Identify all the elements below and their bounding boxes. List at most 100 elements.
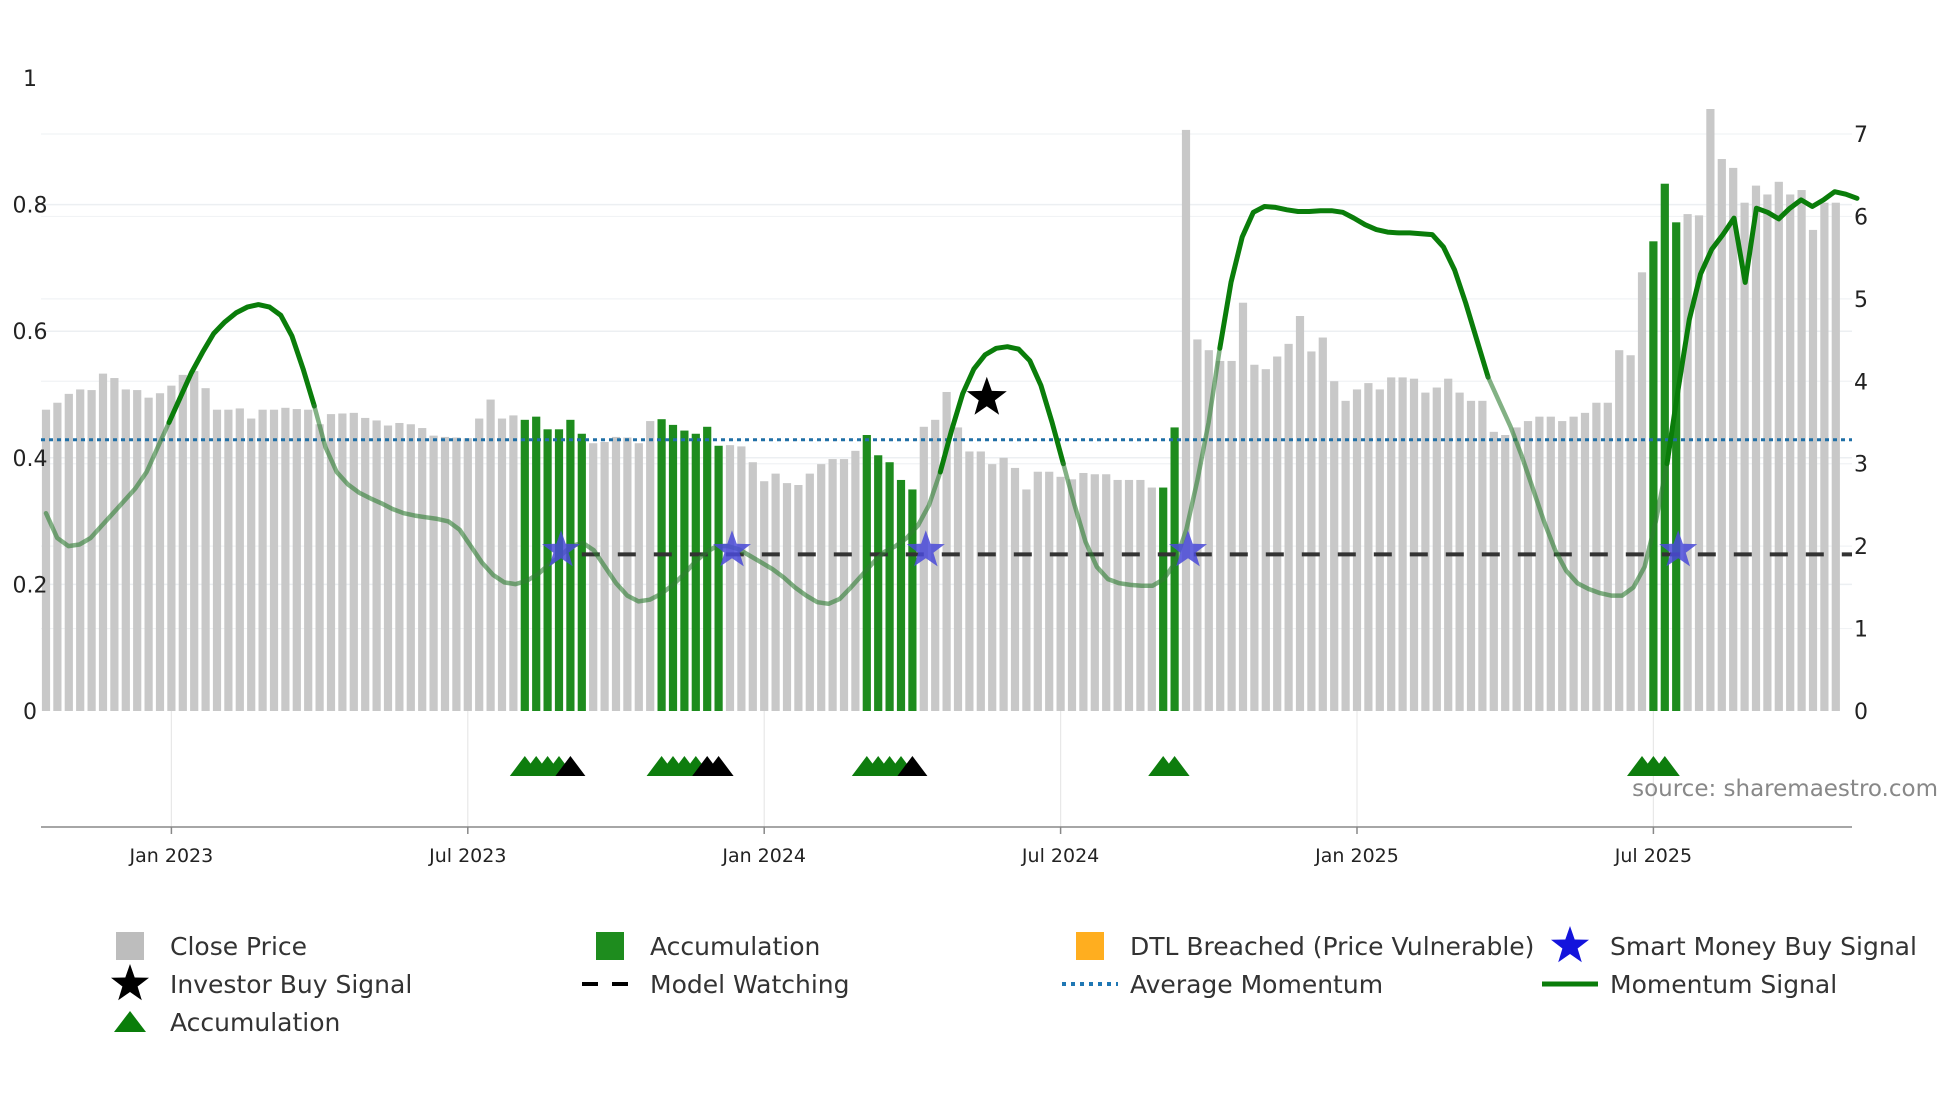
close-price-bar — [1181, 129, 1191, 711]
smart-money-buy-star — [1659, 530, 1698, 567]
accumulation-bar — [520, 419, 529, 711]
close-price-bar — [1637, 272, 1647, 711]
close-price-bar — [1569, 416, 1578, 711]
close-price-bar — [1580, 412, 1590, 711]
accumulation-triangle — [555, 756, 586, 776]
close-price-bar — [1056, 476, 1065, 711]
close-price-bar — [497, 418, 507, 711]
close-price-bar — [440, 436, 450, 711]
close-price-bar — [155, 393, 165, 711]
legend: Close Price Accumulation DTL Breached (Pri… — [111, 926, 1917, 1037]
legend-label: Momentum Signal — [1610, 970, 1837, 999]
left-y-tick-labels: 0 0.2 0.4 0.6 0.8 1 — [13, 67, 48, 725]
close-price-bar — [1512, 427, 1521, 711]
left-y-tick-label: 0.2 — [13, 573, 48, 598]
close-price-bar — [1592, 402, 1601, 711]
legend-triangle — [114, 1011, 146, 1032]
legend-label: Model Watching — [650, 970, 850, 999]
accumulation-bar — [554, 429, 564, 711]
close-price-bar — [748, 462, 757, 711]
close-price-bar — [1729, 167, 1738, 712]
close-price-bar — [1318, 337, 1327, 711]
close-price-bar — [144, 397, 153, 711]
close-price-bar — [281, 407, 290, 711]
momentum-signal-segment — [43, 420, 172, 549]
right-y-tick-label: 2 — [1854, 535, 1868, 560]
close-price-bar — [201, 388, 210, 711]
close-price-bar — [224, 409, 233, 711]
close-price-bar — [383, 425, 393, 711]
legend-item: Investor Buy Signal — [111, 964, 412, 1001]
close-price-bar — [1136, 479, 1145, 711]
close-price-bars — [41, 109, 1840, 712]
close-price-bar — [110, 378, 119, 711]
close-price-bar — [1090, 474, 1099, 711]
close-price-bar — [133, 390, 142, 711]
close-price-bar — [1330, 381, 1339, 711]
accumulation-bar — [543, 429, 552, 711]
accumulation-bar — [1672, 222, 1681, 711]
close-price-bar — [1444, 378, 1453, 711]
close-price-bar — [839, 459, 849, 711]
accumulation-bar — [657, 419, 666, 711]
close-price-bar — [41, 409, 51, 711]
close-price-bar — [258, 409, 267, 711]
close-price-bar — [452, 437, 461, 711]
close-price-bar — [1067, 479, 1077, 711]
x-tick-label: Jan 2023 — [129, 845, 214, 867]
close-price-bar — [1409, 378, 1419, 711]
momentum-signal-segment — [166, 302, 317, 425]
legend-star-icon — [111, 964, 149, 1001]
close-price-bar — [1295, 316, 1305, 711]
close-price-bar — [1786, 194, 1795, 712]
close-price-bar — [976, 451, 985, 711]
right-y-tick-label: 1 — [1854, 618, 1868, 643]
x-tick-label: Jan 2025 — [1314, 845, 1399, 867]
close-price-bar — [1147, 487, 1156, 711]
close-price-bar — [817, 464, 826, 711]
x-tick-label: Jan 2024 — [721, 845, 806, 867]
legend-swatch — [116, 932, 144, 960]
close-price-bar — [794, 485, 803, 711]
legend-item: Momentum Signal — [1542, 970, 1837, 999]
close-price-bar — [463, 438, 472, 711]
close-price-bar — [212, 409, 222, 711]
close-price-bar — [623, 437, 632, 711]
accumulation-triangle — [1649, 756, 1680, 776]
close-price-bar — [1694, 215, 1704, 711]
close-price-bar — [1204, 350, 1213, 711]
close-price-bar — [429, 435, 438, 711]
legend-label: Accumulation — [170, 1008, 340, 1037]
close-price-bar — [646, 421, 655, 711]
close-price-bar — [1193, 339, 1202, 711]
legend-item: Accumulation — [114, 1008, 340, 1037]
smart-money-buy-star — [1169, 530, 1207, 567]
legend-item: Average Momentum — [1062, 970, 1383, 999]
close-price-bar — [418, 428, 427, 711]
legend-label: Close Price — [170, 932, 307, 961]
close-price-bar — [611, 436, 621, 711]
close-price-bar — [269, 409, 279, 711]
close-price-bar — [999, 457, 1008, 711]
close-price-bar — [1751, 185, 1761, 712]
close-price-bar — [1763, 194, 1772, 712]
accumulation-bar — [1660, 183, 1669, 711]
close-price-bar — [315, 424, 324, 711]
close-price-bar — [1546, 416, 1555, 711]
close-price-bar — [1387, 377, 1396, 711]
accumulation-triangle — [897, 756, 928, 776]
close-price-bar — [1603, 402, 1612, 711]
close-price-bar — [292, 409, 301, 711]
close-price-bar — [1717, 159, 1726, 712]
accumulation-bar — [577, 433, 586, 711]
close-price-bar — [1398, 377, 1407, 711]
close-price-bar — [1307, 351, 1316, 711]
close-price-bar — [338, 413, 347, 711]
close-price-bar — [828, 459, 837, 711]
close-price-bar — [1421, 392, 1430, 711]
close-price-bar — [1045, 471, 1054, 711]
close-price-bar — [1797, 190, 1806, 711]
close-price-bar — [190, 371, 199, 711]
left-y-tick-label: 1 — [23, 67, 37, 92]
